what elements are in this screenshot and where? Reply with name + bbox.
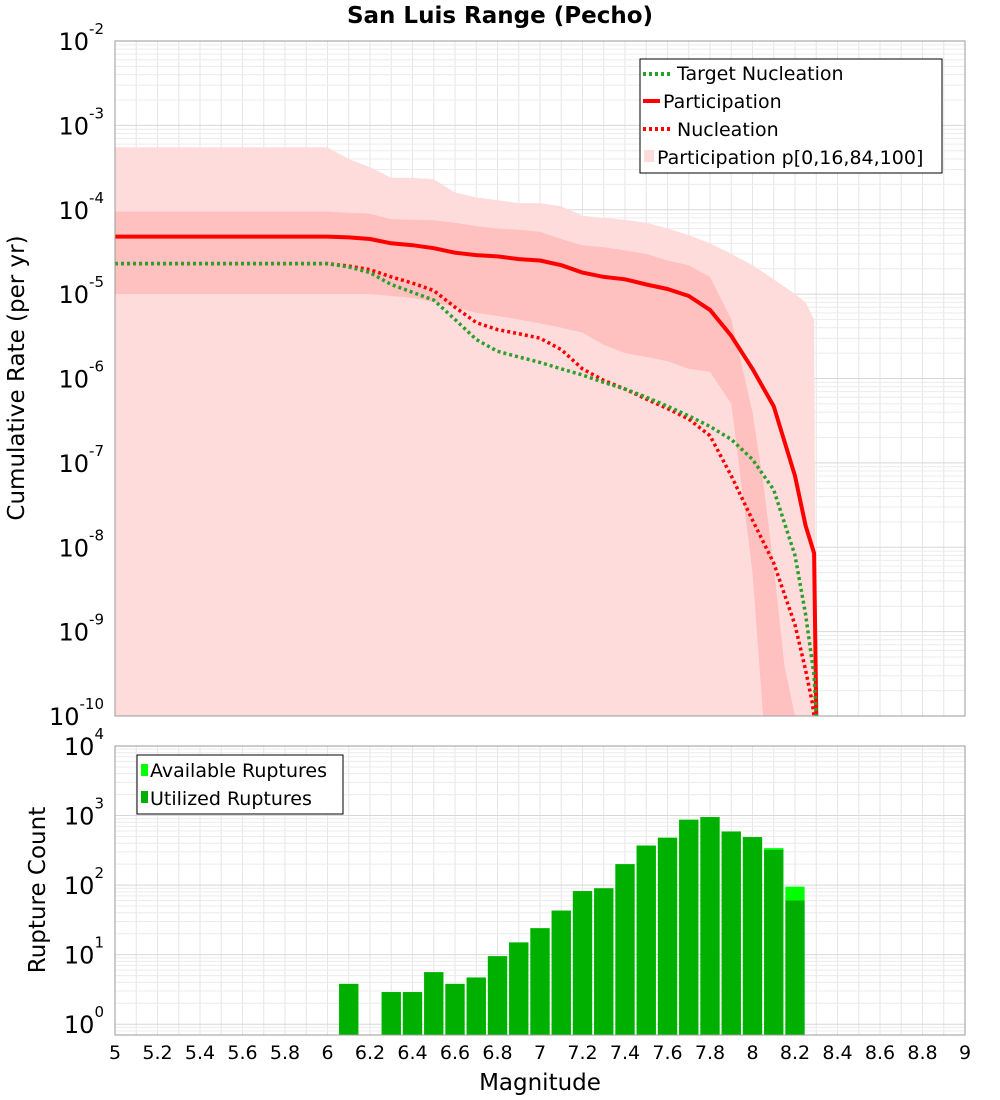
x-tick-label: 5.4 [185, 1042, 215, 1064]
utilized-rupture-bar [551, 910, 571, 1035]
utilized-rupture-bar [679, 819, 699, 1035]
legend-swatch-utilized-ruptures [141, 791, 148, 803]
utilized-rupture-bar [636, 845, 656, 1035]
top-y-tick-label: 10-8 [58, 526, 104, 562]
x-tick-label: 8.8 [907, 1042, 937, 1064]
top-lines [115, 234, 819, 717]
utilized-rupture-bar [721, 831, 741, 1035]
top-y-tick-label: 10-9 [58, 611, 104, 647]
x-tick-label: 5.8 [270, 1042, 300, 1064]
legend-label-available-ruptures: Available Ruptures [150, 760, 327, 782]
utilized-rupture-bar [445, 983, 465, 1035]
bottom-legend-box [136, 754, 344, 815]
bottom-bars [339, 817, 805, 1035]
top-y-tick-label: 10-7 [58, 442, 104, 478]
x-tick-label: 9 [959, 1042, 971, 1064]
utilized-rupture-bar [424, 972, 444, 1035]
x-tick-label: 8.6 [865, 1042, 895, 1064]
x-tick-label: 5.6 [227, 1042, 257, 1064]
utilized-rupture-bar [615, 864, 635, 1035]
x-tick-label: 6.4 [397, 1042, 427, 1064]
top-y-tick-label: 10-6 [58, 358, 104, 394]
bottom-y-tick-label: 104 [64, 725, 104, 761]
x-tick-label: 7.4 [610, 1042, 640, 1064]
utilized-rupture-bar [339, 983, 359, 1035]
chart-title: San Luis Range (Pecho) [347, 3, 653, 29]
legend-label-participation-band: Participation p[0,16,84,100] [657, 147, 923, 169]
legend-label-nucleation: Nucleation [677, 119, 779, 141]
top-y-tick-label: 10-10 [49, 695, 104, 731]
x-tick-label: 7.2 [567, 1042, 597, 1064]
x-tick-label: 6.8 [482, 1042, 512, 1064]
top-plot: 10-10 10-9 10-8 10-7 10-6 10-5 10-4 10-3 10-2 Cu… [4, 20, 966, 731]
x-tick-label: 6.2 [355, 1042, 385, 1064]
x-tick-label: 7 [534, 1042, 546, 1064]
x-tick-label: 8 [746, 1042, 758, 1064]
utilized-rupture-bar [594, 888, 614, 1035]
top-y-tick-label: 10-2 [58, 20, 104, 56]
top-y-ticks: 10-10 10-9 10-8 10-7 10-6 10-5 10-4 10-3 10-2 [49, 20, 104, 731]
bottom-x-ticks: 5 5.2 5.4 5.6 5.8 6 6.2 6.4 6.6 6.8 7 7.2 7.4 7.6 7.8 8… [109, 1042, 971, 1064]
bottom-y-tick-label: 101 [64, 934, 104, 970]
bottom-y-ticks: 100 101 102 103 104 [64, 725, 104, 1039]
utilized-rupture-bar [785, 900, 805, 1035]
bottom-y-axis-label: Rupture Count [25, 807, 51, 973]
legend-label-target-nucleation: Target Nucleation [676, 63, 844, 85]
participation-line [115, 234, 819, 717]
top-legend: Target Nucleation Participation Nucleati… [639, 58, 943, 174]
x-axis-label: Magnitude [479, 1070, 601, 1096]
bottom-legend: Available Ruptures Utilized Ruptures [136, 754, 344, 815]
utilized-rupture-bar [742, 837, 763, 1035]
bottom-y-tick-label: 103 [64, 795, 104, 831]
top-y-tick-label: 10-3 [58, 104, 104, 140]
bottom-plot-frame [114, 745, 966, 1036]
x-tick-label: 8.4 [822, 1042, 852, 1064]
utilized-rupture-bar [487, 956, 508, 1035]
utilized-rupture-bar [700, 817, 720, 1035]
utilized-rupture-bar [530, 928, 550, 1035]
top-bands [115, 147, 817, 717]
x-tick-label: 5 [109, 1042, 121, 1064]
legend-swatch-participation-band [644, 150, 654, 162]
utilized-rupture-bar [572, 891, 593, 1035]
top-y-axis-label: Cumulative Rate (per yr) [4, 235, 30, 520]
x-tick-label: 7.8 [695, 1042, 725, 1064]
bottom-plot: 100 101 102 103 104 5 5.2 5.4 5.6 5.8 6 6.2 6.4 6.6 6… [25, 725, 971, 1096]
legend-label-utilized-ruptures: Utilized Ruptures [150, 788, 312, 810]
legend-label-participation: Participation [663, 91, 782, 113]
utilized-rupture-bar [381, 992, 401, 1035]
x-tick-label: 7.6 [652, 1042, 682, 1064]
x-tick-label: 5.2 [142, 1042, 172, 1064]
utilized-rupture-bar [509, 942, 529, 1035]
bottom-y-tick-label: 100 [64, 1003, 104, 1039]
top-plot-frame [114, 40, 966, 717]
participation-band-inner [115, 211, 795, 716]
x-tick-label: 6 [321, 1042, 333, 1064]
top-y-tick-label: 10-5 [58, 273, 104, 309]
utilized-rupture-bar [402, 992, 423, 1035]
top-y-tick-label: 10-4 [58, 189, 104, 225]
legend-swatch-available-ruptures [141, 764, 148, 776]
bottom-y-tick-label: 102 [64, 864, 104, 900]
x-tick-label: 6.6 [440, 1042, 470, 1064]
top-legend-box [639, 58, 943, 174]
utilized-rupture-bar [657, 837, 678, 1035]
utilized-rupture-bar [764, 849, 784, 1035]
utilized-rupture-bar [466, 977, 486, 1035]
nucleation-line [115, 261, 816, 717]
x-tick-label: 8.2 [780, 1042, 810, 1064]
